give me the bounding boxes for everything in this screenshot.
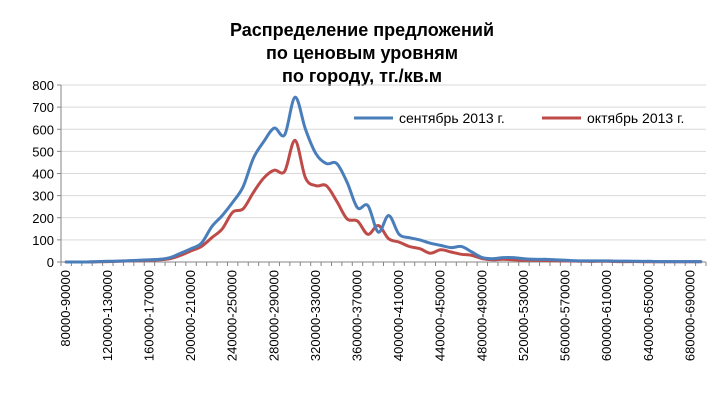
chart-title-line-2: по ценовым уровням xyxy=(266,43,458,63)
legend-label-september: сентябрь 2013 г. xyxy=(399,110,505,126)
x-tick-label: 440000-450000 xyxy=(433,270,448,361)
y-axis-tick-labels: 0 100 200 300 400 500 600 700 800 xyxy=(32,78,54,270)
series-lines xyxy=(64,95,703,264)
x-tick-label: 600000-610000 xyxy=(599,270,614,361)
x-axis-tick-labels: 80000-90000 120000-130000 160000-170000 200… xyxy=(58,270,697,361)
series-line-october xyxy=(64,138,703,264)
chart-title-line-3: по городу, тг./кв.м xyxy=(282,66,442,86)
y-tick-label: 0 xyxy=(47,255,54,270)
chart-title-line-1: Распределение предложений xyxy=(230,20,494,40)
series-line-september xyxy=(64,95,703,264)
legend: сентябрь 2013 г. октябрь 2013 г. xyxy=(354,110,684,126)
x-tick-label: 120000-130000 xyxy=(100,270,115,361)
x-tick-label: 680000-690000 xyxy=(682,270,697,361)
x-tick-label: 360000-370000 xyxy=(349,270,364,361)
y-tick-label: 800 xyxy=(32,78,54,93)
x-tick-label: 400000-410000 xyxy=(391,270,406,361)
x-tick-label: 280000-290000 xyxy=(266,270,281,361)
y-tick-label: 700 xyxy=(32,100,54,115)
legend-label-october: октябрь 2013 г. xyxy=(587,110,684,126)
y-tick-label: 100 xyxy=(32,233,54,248)
y-tick-label: 500 xyxy=(32,144,54,159)
x-tick-label: 80000-90000 xyxy=(58,270,73,347)
x-tick-label: 320000-330000 xyxy=(308,270,323,361)
x-tick-label: 480000-490000 xyxy=(474,270,489,361)
x-tick-label: 200000-210000 xyxy=(183,270,198,361)
chart-title: Распределение предложений по ценовым уро… xyxy=(230,20,494,86)
x-tick-label: 560000-570000 xyxy=(558,270,573,361)
y-tick-label: 600 xyxy=(32,122,54,137)
y-tick-label: 400 xyxy=(32,167,54,182)
x-tick-label: 520000-530000 xyxy=(516,270,531,361)
y-tick-label: 200 xyxy=(32,211,54,226)
x-tick-label: 240000-250000 xyxy=(225,270,240,361)
y-tick-label: 300 xyxy=(32,189,54,204)
x-tick-label: 640000-650000 xyxy=(641,270,656,361)
gridlines xyxy=(61,84,706,241)
x-tick-label: 160000-170000 xyxy=(141,270,156,361)
